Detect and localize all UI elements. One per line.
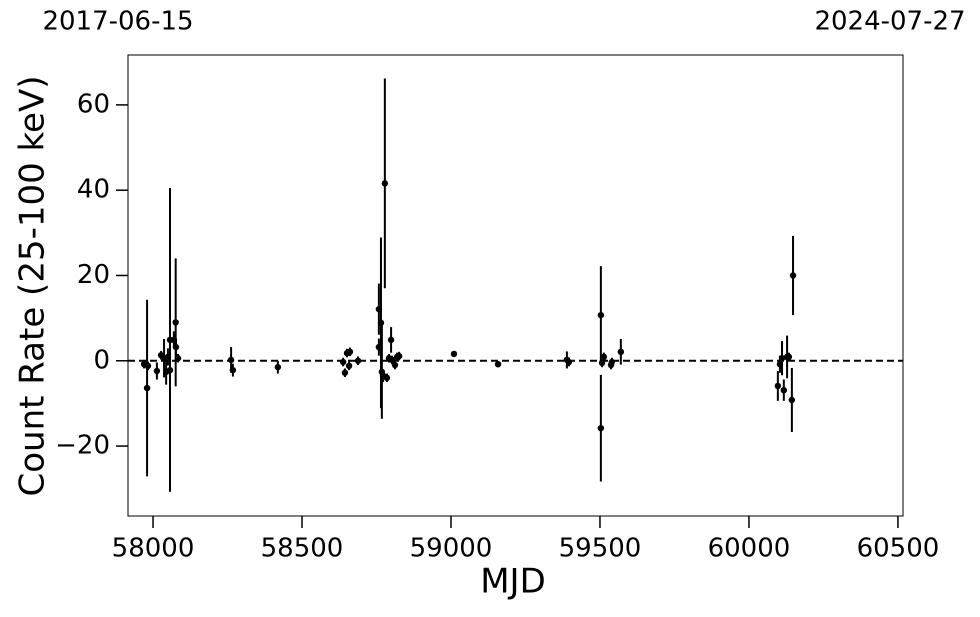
date-annotation: 2017-06-15 xyxy=(42,7,193,37)
data-point xyxy=(341,369,349,376)
data-point xyxy=(450,350,458,358)
data-point xyxy=(494,360,502,368)
data-point xyxy=(339,358,347,366)
data-point xyxy=(229,366,237,374)
y-tick-label: 60 xyxy=(77,89,110,119)
data-point xyxy=(345,362,353,370)
data-point xyxy=(377,319,385,327)
x-tick-label: 60500 xyxy=(857,534,940,564)
y-tick-label: 0 xyxy=(93,345,110,375)
x-tick-label: 60000 xyxy=(708,534,791,564)
data-point xyxy=(381,180,389,187)
y-axis-label: Count Rate (25-100 keV) xyxy=(13,76,53,497)
x-tick-label: 59000 xyxy=(410,534,493,564)
data-point xyxy=(144,362,152,370)
data-point xyxy=(354,357,362,364)
data-point xyxy=(597,424,605,432)
data-point xyxy=(774,382,782,390)
data-point xyxy=(780,386,788,394)
data-point xyxy=(274,363,282,371)
data-point xyxy=(608,358,616,366)
data-point xyxy=(789,272,797,279)
data-point xyxy=(600,353,608,361)
data-point xyxy=(383,374,391,382)
data-point xyxy=(227,356,235,364)
y-tick-label: 40 xyxy=(77,175,110,205)
x-tick-label: 58000 xyxy=(112,534,195,564)
data-point xyxy=(778,355,786,362)
y-tick-label: −20 xyxy=(55,431,110,461)
data-point xyxy=(617,348,625,356)
data-point xyxy=(174,355,182,362)
x-tick-label: 59500 xyxy=(559,534,642,564)
date-annotation: 2024-07-27 xyxy=(814,7,965,37)
data-point xyxy=(388,356,396,364)
data-point xyxy=(172,343,180,351)
data-point xyxy=(597,311,605,319)
x-axis-label: MJD xyxy=(480,562,546,602)
data-point xyxy=(166,366,174,374)
data-point xyxy=(143,384,151,392)
data-point xyxy=(785,353,793,361)
data-point xyxy=(565,358,573,366)
plot-frame xyxy=(127,54,904,517)
data-point xyxy=(788,396,796,404)
data-point xyxy=(346,348,354,356)
data-point xyxy=(598,359,606,367)
data-point xyxy=(153,367,161,375)
data-point xyxy=(172,319,179,326)
data-point xyxy=(391,361,399,369)
data-point xyxy=(387,336,395,344)
y-tick-label: 20 xyxy=(77,260,110,290)
x-tick-label: 58500 xyxy=(261,534,344,564)
data-point xyxy=(395,352,403,360)
